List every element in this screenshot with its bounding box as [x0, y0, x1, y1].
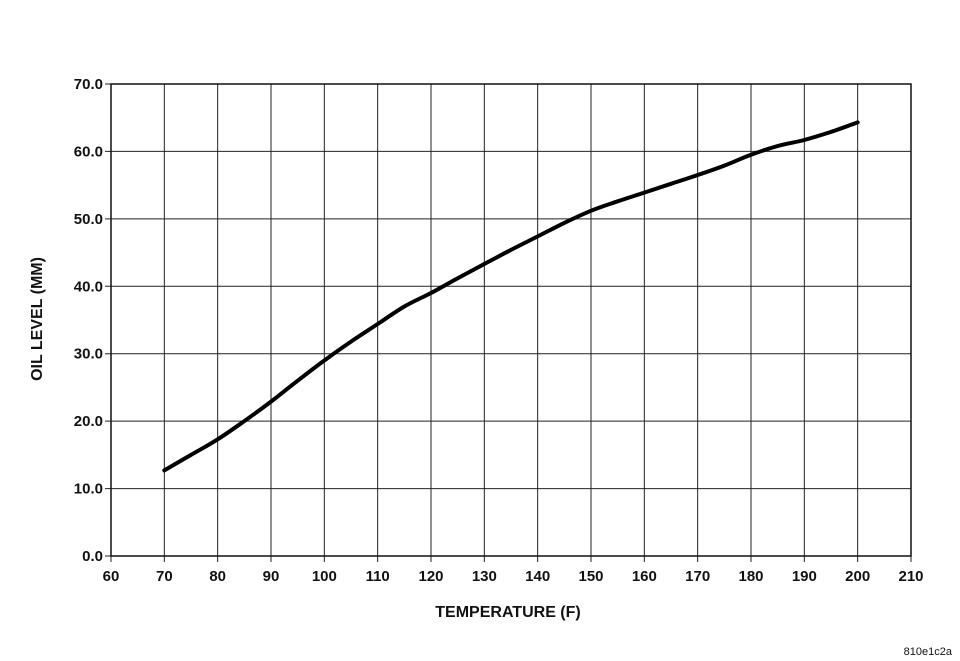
x-tick-label: 210 — [898, 568, 923, 585]
x-tick-label: 190 — [792, 568, 817, 585]
figure-code: 810e1c2a — [904, 646, 953, 658]
x-tick-label: 80 — [209, 568, 226, 585]
x-tick-label: 170 — [685, 568, 710, 585]
y-axis-ticks: 0.0 10.0 20.0 30.0 40.0 50.0 60.0 70.0 — [74, 76, 103, 565]
x-tick-label: 100 — [312, 568, 337, 585]
grid-lines — [105, 83, 912, 562]
y-axis-label: OIL LEVEL (MM) — [29, 257, 46, 381]
x-tick-label: 60 — [103, 568, 120, 585]
x-tick-label: 200 — [845, 568, 870, 585]
y-tick-label: 50.0 — [74, 211, 103, 228]
y-tick-label: 70.0 — [74, 76, 103, 93]
y-tick-label: 60.0 — [74, 143, 103, 160]
plot-frame — [110, 83, 912, 557]
x-axis-label: TEMPERATURE (F) — [435, 604, 580, 621]
oil-level-curve — [162, 120, 860, 473]
x-tick-label: 180 — [738, 568, 763, 585]
y-tick-label: 30.0 — [74, 346, 103, 363]
x-axis-ticks: 60 70 80 90 100 110 120 130 140 150 160 170 180 190 20… — [103, 568, 924, 585]
x-tick-label: 150 — [578, 568, 603, 585]
x-tick-label: 90 — [263, 568, 280, 585]
x-tick-label: 140 — [525, 568, 550, 585]
x-tick-label: 70 — [156, 568, 173, 585]
x-tick-label: 160 — [632, 568, 657, 585]
x-tick-label: 110 — [366, 568, 390, 585]
y-tick-label: 10.0 — [74, 481, 103, 498]
x-tick-label: 120 — [418, 568, 443, 585]
y-tick-label: 20.0 — [74, 413, 103, 430]
x-tick-label: 130 — [472, 568, 497, 585]
y-tick-label: 40.0 — [74, 278, 103, 295]
y-tick-label: 0.0 — [82, 548, 103, 565]
